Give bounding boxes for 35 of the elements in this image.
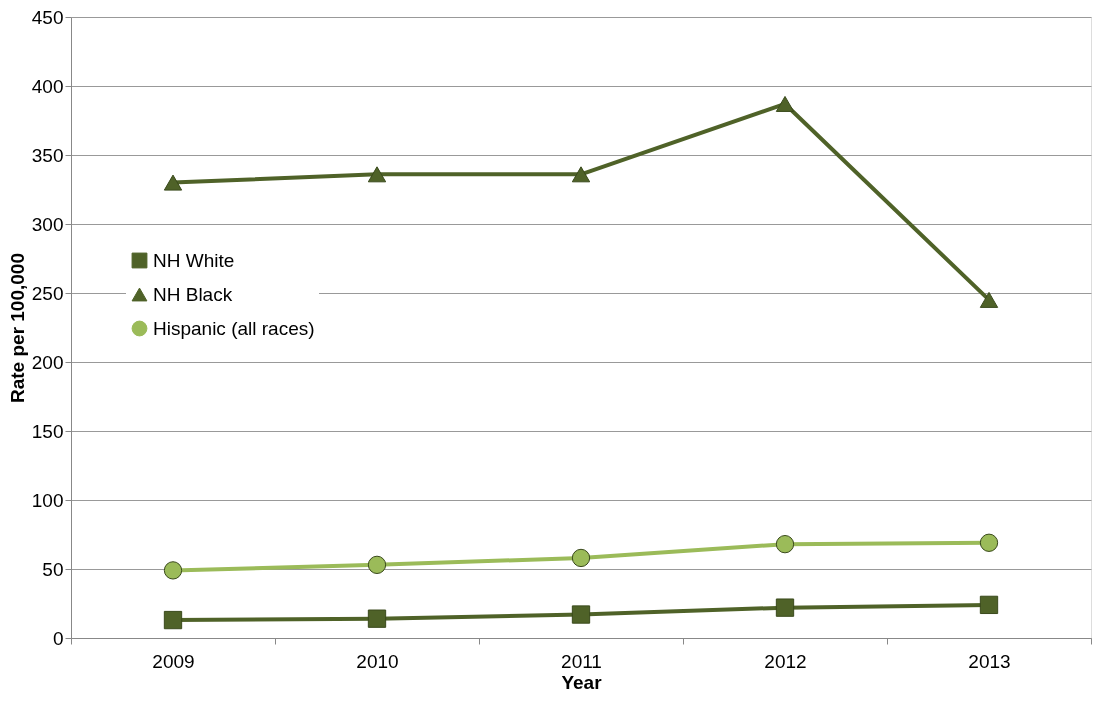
point [775,95,795,112]
y-tick-label: 50 [42,558,64,580]
point [979,595,999,615]
y-tick-label: 0 [52,627,64,649]
legend-label: NH White [153,249,235,271]
point [775,535,795,554]
point [979,291,999,308]
point [163,610,183,630]
x-axis-title: Year [561,671,603,693]
x-tick-label: 2010 [356,650,399,672]
legend-label: NH Black [153,283,233,305]
point [979,533,999,552]
point [775,598,795,617]
y-tick-label: 400 [31,75,64,97]
legend-label: Hispanic (all races) [153,317,315,339]
x-tick-label: 2009 [152,650,195,672]
point [163,174,183,191]
y-tick-label: 250 [31,282,64,304]
point [367,166,387,183]
point [571,605,591,624]
y-tick-label: 350 [31,144,64,166]
y-tick-label: 200 [31,351,64,373]
point [367,609,387,628]
x-tick-label: 2013 [968,650,1011,672]
y-tick-label: 150 [31,420,64,442]
y-tick-label: 300 [31,213,64,235]
point [571,548,591,568]
y-tick-label: 450 [31,6,64,28]
point [163,561,183,580]
point [571,166,591,183]
x-tick-label: 2011 [561,650,602,672]
x-tick-label: 2012 [764,650,807,672]
point [367,555,387,574]
y-tick-label: 100 [31,489,64,511]
y-axis-title: Rate per 100,000 [6,253,28,403]
